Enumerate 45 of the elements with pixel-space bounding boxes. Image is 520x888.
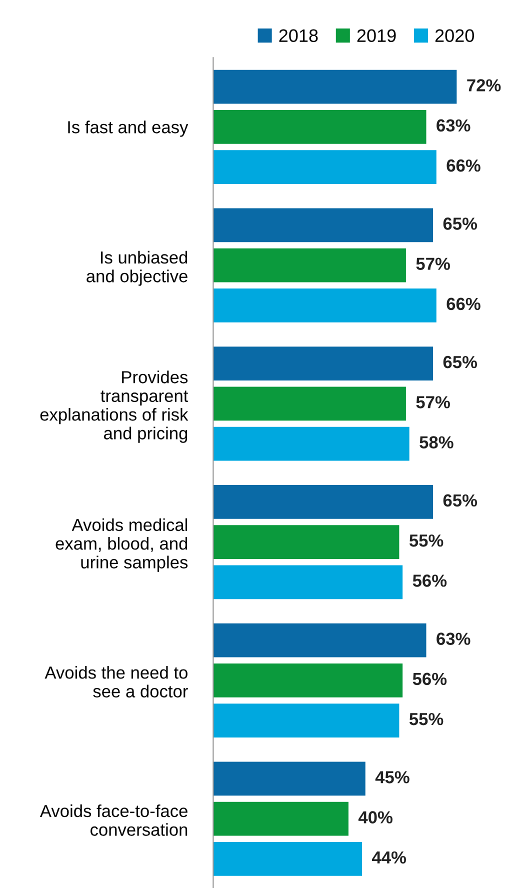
data-label: 40% [358, 811, 392, 824]
data-label: 63% [436, 119, 470, 132]
data-label: 72% [467, 79, 501, 92]
data-label: 44% [372, 851, 406, 864]
bar [213, 248, 406, 282]
data-label: 65% [443, 494, 478, 507]
y-tick-label: Provides transparent explanations of risk and pricing [40, 370, 188, 443]
y-tick-label: Avoids medical exam, blood, and urine samples [56, 518, 188, 572]
bar [213, 346, 434, 380]
y-tick-label: Avoids face-to-face conversation [40, 804, 188, 836]
legend-label: 2018 [279, 29, 318, 42]
data-label: 65% [443, 218, 478, 230]
bar [213, 288, 436, 322]
bar [213, 565, 403, 600]
bar [213, 386, 406, 421]
bar [213, 762, 366, 796]
bar [213, 842, 362, 876]
bar [213, 426, 410, 461]
data-label: 57% [416, 258, 450, 270]
y-tick-label: Is unbiased and objective [86, 250, 188, 286]
legend-label: 2020 [435, 29, 474, 42]
y-tick-label: Avoids the need to see a doctor [44, 666, 188, 698]
bar [213, 208, 434, 242]
legend-label: 2019 [357, 29, 396, 42]
data-label: 66% [446, 298, 480, 310]
bar [213, 484, 434, 519]
bar [213, 110, 426, 144]
data-label: 66% [446, 159, 480, 172]
data-label: 45% [375, 771, 410, 784]
bar [213, 623, 426, 658]
data-label: 55% [409, 534, 444, 547]
data-label: 65% [443, 356, 478, 368]
data-label: 56% [412, 672, 447, 686]
data-label: 55% [409, 712, 444, 726]
bar [213, 663, 403, 698]
bar [213, 802, 348, 836]
data-label: 57% [416, 396, 450, 408]
bar [213, 525, 400, 559]
bar [213, 150, 436, 184]
data-label: 56% [412, 574, 447, 587]
y-tick-label: Is fast and easy [68, 120, 188, 137]
bar [213, 704, 400, 738]
data-label: 58% [420, 436, 454, 448]
bar [213, 70, 457, 104]
data-label: 63% [436, 632, 470, 645]
